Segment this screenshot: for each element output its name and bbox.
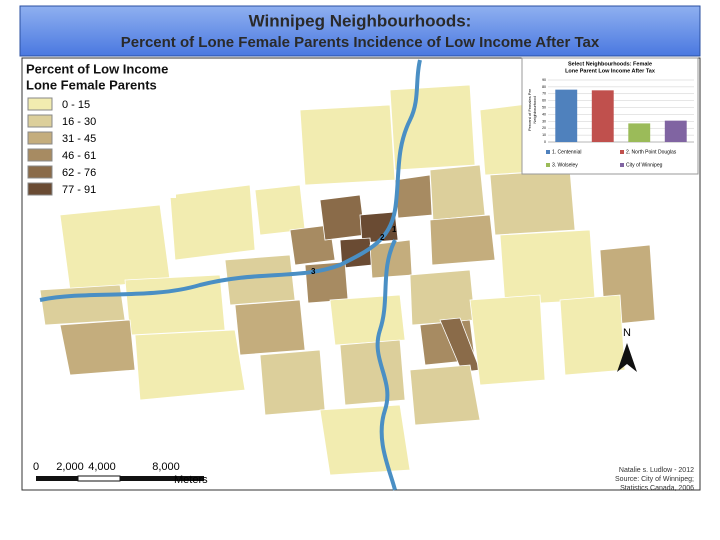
neighbourhood [319,404,411,476]
legend-swatch [27,114,53,128]
neighbourhood [254,184,306,236]
neighbourhood [289,224,336,266]
neighbourhood [409,269,476,326]
neighbourhood [429,164,486,221]
bar [664,120,687,142]
legend-swatch [546,150,550,154]
y-axis-label: Neighbourhood [532,96,537,123]
legend-title: Percent of Low Income [26,61,168,76]
scale-bar: 0 2,000 4,000 8,000 Meters [33,461,208,486]
scale-unit: Meters [174,474,208,486]
north-label: N [623,327,631,339]
credit: Source: City of Winnipeg; [615,476,694,483]
neighbourhood [359,211,399,244]
area-label: 1 [392,225,397,234]
legend-swatch [620,150,624,154]
neighbourhood [59,319,136,376]
legend-label: 3. Wolseley [552,162,578,168]
neighbourhood [124,274,226,336]
scale-label: 2,000 [56,461,84,473]
legend-label: 1. Centennial [552,149,581,155]
y-axis-label: Percent of Females Per [527,88,532,131]
bar [628,123,651,142]
y-tick-label: 70 [542,92,546,96]
chart-title: Lone Parent Low Income After Tax [565,68,656,74]
neighbourhood [394,174,433,219]
neighbourhood [559,294,626,376]
neighbourhood [489,169,576,236]
legend-label: 77 - 91 [62,184,96,196]
neighbourhood [299,104,396,186]
y-tick-label: 90 [542,78,546,82]
y-tick-label: 40 [542,112,546,116]
neighbourhood [409,364,481,426]
scale-label: 0 [33,461,39,473]
legend-label: 16 - 30 [62,116,96,128]
neighbourhood [389,84,476,171]
legend-swatch [546,163,550,167]
neighbourhood [499,229,596,306]
legend-swatch [27,165,53,179]
scale-segment [120,476,204,481]
bar [591,90,614,142]
area-label: 3 [311,267,316,276]
neighbourhood [339,339,406,406]
y-tick-label: 10 [542,133,546,137]
title: Winnipeg Neighbourhoods: [249,11,472,30]
legend-label: City of Winnipeg [626,162,663,168]
legend-swatch [27,131,53,145]
y-tick-label: 80 [542,85,546,89]
y-tick-label: 60 [542,99,546,103]
neighbourhood [469,294,546,386]
y-tick-label: 50 [542,105,546,109]
neighbourhood [169,184,256,261]
title-box [19,5,701,57]
legend-label: 31 - 45 [62,133,96,145]
neighbourhood [429,214,496,266]
river [39,59,422,491]
bar [555,89,578,142]
neighbourhood [329,294,406,346]
y-tick-label: 30 [542,119,546,123]
legend-title: Lone Female Parents [26,77,157,92]
neighbourhood [59,204,171,291]
neighbourhood [319,194,366,241]
legend-label: 2. North Point Douglas [626,149,677,155]
neighbourhood [234,299,306,356]
legend-swatch [27,97,53,111]
legend-items: 0 - 15 16 - 30 31 - 45 46 - 61 62 - 76 77 - 9… [27,97,96,196]
scale-label: 8,000 [152,461,180,473]
neighbourhood [134,329,246,401]
legend-label: 46 - 61 [62,150,96,162]
legend-label: 0 - 15 [62,99,90,111]
scale-segment [36,476,78,481]
legend-swatch [620,163,624,167]
chart-title: Select Neighbourhoods: Female [568,61,652,67]
north-arrow [617,343,637,372]
neighbourhood [39,284,126,326]
y-tick-label: 20 [542,126,546,130]
neighbourhood [259,349,326,416]
scale-segment [77,475,121,482]
legend-swatch [27,182,53,196]
credit: Natalie s. Ludlow - 2012 [619,467,694,474]
legend-label: 62 - 76 [62,167,96,179]
area-label: 2 [380,233,385,242]
legend-swatch [27,148,53,162]
credit: Statistics Canada, 2006 [620,485,694,492]
y-tick-label: 0 [544,140,546,144]
subtitle: Percent of Lone Female Parents Incidence… [121,34,600,51]
scale-label: 4,000 [88,461,116,473]
